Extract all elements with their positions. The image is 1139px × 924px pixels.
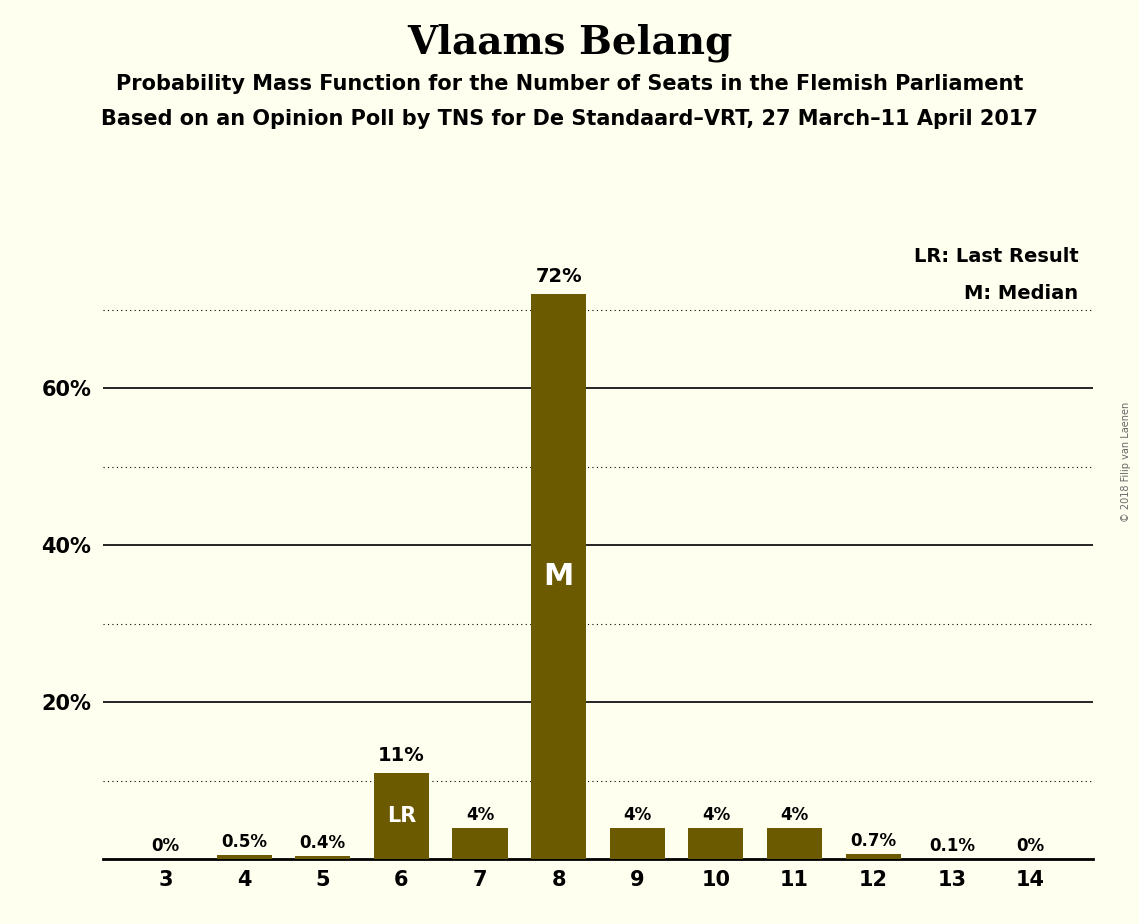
Bar xyxy=(531,294,587,859)
Text: M: Median: M: Median xyxy=(965,285,1079,303)
Text: 4%: 4% xyxy=(623,806,652,824)
Text: 4%: 4% xyxy=(466,806,494,824)
Text: M: M xyxy=(543,562,574,591)
Text: 0%: 0% xyxy=(151,837,180,856)
Bar xyxy=(845,854,901,859)
Text: LR: Last Result: LR: Last Result xyxy=(913,247,1079,266)
Bar xyxy=(295,857,351,859)
Text: LR: LR xyxy=(387,806,416,826)
Text: 11%: 11% xyxy=(378,746,425,765)
Text: Probability Mass Function for the Number of Seats in the Flemish Parliament: Probability Mass Function for the Number… xyxy=(116,74,1023,94)
Bar xyxy=(767,828,822,859)
Text: Based on an Opinion Poll by TNS for De Standaard–VRT, 27 March–11 April 2017: Based on an Opinion Poll by TNS for De S… xyxy=(101,109,1038,129)
Text: Vlaams Belang: Vlaams Belang xyxy=(407,23,732,62)
Bar xyxy=(374,772,429,859)
Bar xyxy=(452,828,508,859)
Text: 4%: 4% xyxy=(780,806,809,824)
Text: 4%: 4% xyxy=(702,806,730,824)
Text: 0.1%: 0.1% xyxy=(929,836,975,855)
Text: 0.7%: 0.7% xyxy=(850,832,896,850)
Text: © 2018 Filip van Laenen: © 2018 Filip van Laenen xyxy=(1121,402,1131,522)
Bar xyxy=(609,828,665,859)
Text: 0.5%: 0.5% xyxy=(221,833,267,852)
Text: 0%: 0% xyxy=(1016,837,1044,856)
Bar xyxy=(688,828,744,859)
Bar xyxy=(216,856,271,859)
Text: 0.4%: 0.4% xyxy=(300,834,346,852)
Text: 72%: 72% xyxy=(535,267,582,286)
